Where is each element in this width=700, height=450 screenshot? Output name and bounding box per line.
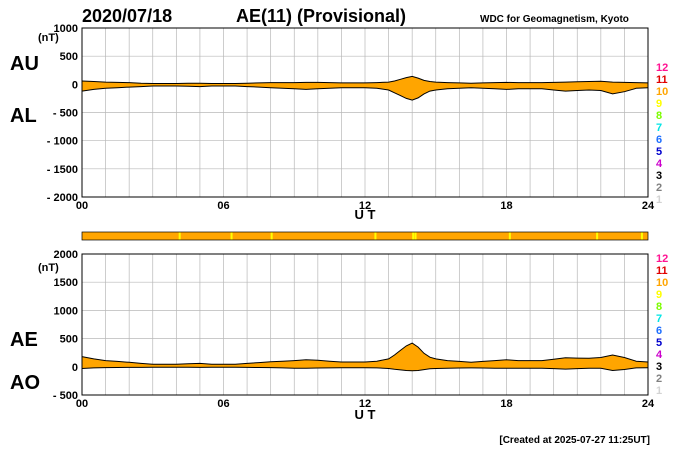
ae-ao-legend-level: 12 [656,253,668,265]
ae-ao-legend-level: 6 [656,325,662,337]
quality-bar-dropout [508,232,511,240]
ae-ao-y-tick-label: - 500 [53,390,78,402]
quality-bar-dropout [374,232,377,240]
ae-ao-y-tick-label: 1500 [54,277,78,289]
au-al-legend-level: 10 [656,86,668,98]
au-al-legend-level: 7 [656,122,662,134]
au-al-x-tick-label: 12 [359,200,371,212]
au-al-y-tick-label: 500 [60,51,78,63]
au-al-unit-label: (nT) [38,32,59,44]
au-al-y-tick-label: 1000 [54,23,78,35]
quality-bar-dropout [596,232,599,240]
au-al-fill-area [82,76,648,101]
ao-series-label: AO [10,372,40,394]
au-al-y-tick-label: - 500 [53,108,78,120]
ae-ao-legend-level: 4 [656,349,663,361]
ae-ao-legend-level: 1 [656,385,662,397]
plot-date: 2020/07/18 [82,6,172,26]
ae-ao-legend-level: 7 [656,313,662,325]
quality-bar-dropout [178,232,181,240]
ae-ao-legend-level: 8 [656,301,662,313]
data-quality-bar [81,231,649,241]
ae-ao-plot-frame [81,253,649,396]
ae-ao-unit-label: (nT) [38,262,59,274]
ae-ao-legend-level: 10 [656,277,668,289]
au-al-legend-level: 9 [656,98,662,110]
ae-ao-y-tick-label: 2000 [54,249,78,261]
au-al-legend-level: 12 [656,62,668,74]
ae-ao-x-tick-label: 12 [359,398,371,410]
quality-bar-dropout [640,232,643,240]
ae-ao-x-tick-label: 06 [217,398,229,410]
ae-ao-legend-level: 3 [656,361,662,373]
quality-bar-base [81,231,649,241]
au-al-legend-level: 2 [656,182,662,194]
au-al-legend-level: 1 [656,194,662,206]
series-line-au [81,75,649,84]
au-al-x-tick-label: 00 [76,200,88,212]
ae-ao-legend-level: 5 [656,337,662,349]
au-al-plot-frame [81,27,649,198]
created-timestamp: [Created at 2025-07-27 11:25UT] [499,435,650,446]
al-series-label: AL [10,105,37,127]
ae-series-label: AE [10,329,38,351]
ae-ao-legend-level: 9 [656,289,662,301]
au-al-y-tick-label: - 1000 [47,136,78,148]
series-line-ae [81,342,649,365]
ae-ao-fill-area [82,343,648,371]
au-al-y-tick-label: 0 [72,79,78,91]
ae-ao-x-axis-label: U T [355,407,376,422]
au-al-legend-level: 3 [656,170,662,182]
ae-ao-y-tick-label: 1000 [54,305,78,317]
series-line-al [81,85,649,101]
plot-title: AE(11) (Provisional) [236,6,406,26]
au-al-x-tick-label: 06 [217,200,229,212]
ae-ao-legend-level: 2 [656,373,662,385]
quality-bar-dropout [412,232,415,240]
ae-ao-x-tick-label: 18 [500,398,512,410]
au-al-legend-level: 5 [656,146,662,158]
data-source-label: WDC for Geomagnetism, Kyoto [480,14,629,25]
au-al-legend-level: 11 [656,74,668,86]
ae-ao-x-tick-label: 00 [76,398,88,410]
ae-ao-legend-level: 11 [656,265,668,277]
au-al-legend-level: 8 [656,110,662,122]
au-al-y-tick-label: - 2000 [47,192,78,204]
au-al-legend-level: 4 [656,158,663,170]
au-al-x-tick-label: 18 [500,200,512,212]
ae-ao-y-tick-label: 0 [72,362,78,374]
quality-bar-dropout [414,232,417,240]
au-series-label: AU [10,53,39,75]
au-al-x-axis-label: U T [355,207,376,222]
ae-ao-y-tick-label: 500 [60,334,78,346]
series-line-ao [81,366,649,372]
ae-ao-x-tick-label: 24 [642,398,655,410]
au-al-x-tick-label: 24 [642,200,655,212]
au-al-y-tick-label: - 1500 [47,164,78,176]
quality-bar-dropout [270,232,273,240]
au-al-legend-level: 6 [656,134,662,146]
quality-bar-dropout [230,232,233,240]
